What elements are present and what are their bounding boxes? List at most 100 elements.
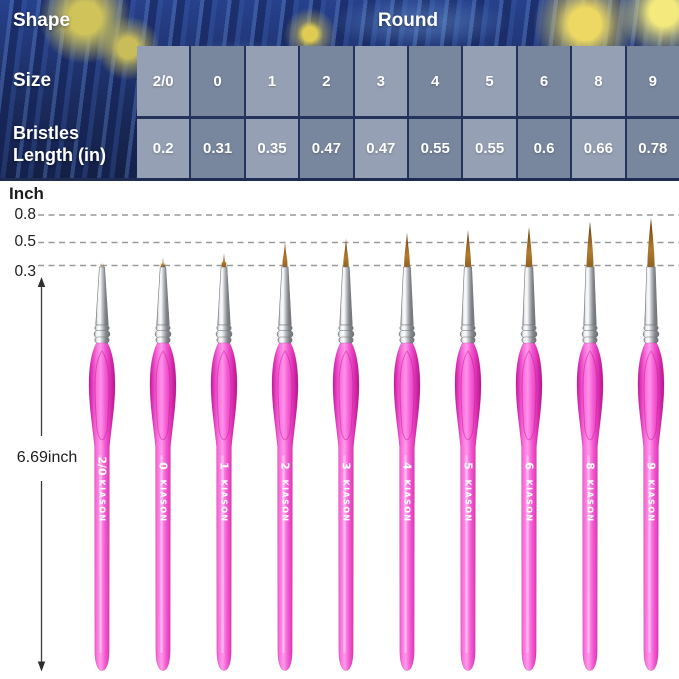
handle xyxy=(332,342,360,671)
ferrule xyxy=(461,266,475,326)
handle-highlight xyxy=(221,455,224,653)
handle-brand-label: KIASON xyxy=(647,479,656,522)
brush-3: 3 KIASON xyxy=(332,238,360,671)
ferrule xyxy=(217,266,231,326)
handle-highlight xyxy=(648,455,651,653)
handle xyxy=(88,342,116,671)
handle xyxy=(210,342,238,671)
length-measure-arrow xyxy=(37,277,46,672)
size-cell-5: 4 xyxy=(409,46,462,116)
bristle-tip xyxy=(586,221,594,267)
handle-highlight xyxy=(343,455,346,653)
ferrule-ring xyxy=(338,336,354,344)
brush-2: 2 KIASON xyxy=(271,242,299,671)
ferrule-ring xyxy=(155,336,171,344)
brush-6: 6 KIASON xyxy=(515,227,543,671)
bristle-tip xyxy=(647,218,655,267)
grip-outline xyxy=(521,350,537,441)
bristle-length-cell-8: 0.66 xyxy=(572,119,625,178)
ferrule-ring xyxy=(582,336,598,344)
ferrule-ring xyxy=(338,324,354,332)
handle-highlight xyxy=(99,455,102,653)
bristle-tip xyxy=(343,238,349,267)
ferrule-ring xyxy=(277,324,293,332)
grip-outline xyxy=(399,350,415,441)
grip-outline xyxy=(643,350,659,441)
ferrule-ring xyxy=(399,336,415,344)
size-cell-6: 5 xyxy=(463,46,516,116)
bristle-length-cell-3: 0.47 xyxy=(300,119,353,178)
handle xyxy=(393,342,421,671)
handle-brand-label: KIASON xyxy=(525,479,534,522)
ferrule-ring xyxy=(276,330,294,338)
bristle-length-cell-1: 0.31 xyxy=(191,119,244,178)
handle-size-label: 5 xyxy=(462,462,475,470)
ferrule-ring xyxy=(94,336,110,344)
brush-2/0: 2/0 KIASON xyxy=(88,262,116,671)
ferrule-ring xyxy=(337,330,355,338)
handle-brand-label: KIASON xyxy=(403,479,412,522)
ruler-tick-0.8: 0.8 xyxy=(14,205,36,223)
ferrule-ring xyxy=(459,330,477,338)
size-cell-0: 2/0 xyxy=(137,46,190,116)
ferrule-ring xyxy=(216,336,232,344)
ferrule-ring xyxy=(93,330,111,338)
bristle-tip xyxy=(464,230,472,267)
ferrule xyxy=(156,266,170,326)
spec-table-banner: Shape Round Size Bristles Length (in) 2/… xyxy=(0,0,679,181)
handle-highlight xyxy=(465,455,468,653)
ferrule-ring xyxy=(521,336,537,344)
ferrule-ring xyxy=(643,324,659,332)
handle-size-label: 3 xyxy=(340,462,353,470)
brush-8: 8 KIASON xyxy=(576,221,604,671)
handle-size-label: 8 xyxy=(584,462,597,470)
handle-highlight xyxy=(404,455,407,653)
brush-1: 1 KIASON xyxy=(210,253,238,671)
ferrule-ring xyxy=(581,330,599,338)
ferrule-ring xyxy=(582,324,598,332)
handle xyxy=(454,342,482,671)
grip-outline xyxy=(277,350,293,441)
handle-size-label: 1 xyxy=(218,462,231,470)
brush-4: 4 KIASON xyxy=(393,232,421,671)
ferrule-ring xyxy=(643,336,659,344)
handle-highlight xyxy=(160,455,163,653)
brush-0: 0 KIASON xyxy=(149,257,177,671)
ferrule-ring xyxy=(460,324,476,332)
shape-row-label: Shape xyxy=(13,10,71,31)
bristle-length-cell-6: 0.55 xyxy=(463,119,516,178)
ferrule-ring xyxy=(215,330,233,338)
ferrule-ring xyxy=(398,330,416,338)
size-cell-1: 0 xyxy=(191,46,244,116)
ferrule-ring xyxy=(642,330,660,338)
bristle-tip xyxy=(525,227,533,267)
grip-outline xyxy=(460,350,476,441)
handle-brand-label: KIASON xyxy=(281,479,290,522)
ferrule-ring xyxy=(216,324,232,332)
bristle-length-cell-0: 0.2 xyxy=(137,119,190,178)
brush-set: 2/0 KIASON 0 KIASON 1 KIASON 2 KIASON 3 KIASON 4 KI… xyxy=(88,218,665,671)
total-length-label: 6.69inch xyxy=(16,449,78,466)
handle-highlight xyxy=(526,455,529,653)
brush-5: 5 KIASON xyxy=(454,230,482,671)
handle-brand-label: KIASON xyxy=(220,479,229,522)
handle-size-label: 4 xyxy=(401,462,414,470)
bristle-tip xyxy=(282,242,288,267)
grip-outline xyxy=(155,350,171,441)
ruler-dashed-lines xyxy=(38,214,679,267)
brush-9: 9 KIASON xyxy=(637,218,665,671)
bristles-row-label-line2: Length (in) xyxy=(13,145,106,165)
bristle-tip xyxy=(404,232,410,267)
handle-size-label: 6 xyxy=(523,462,536,470)
ferrule-ring xyxy=(154,330,172,338)
handle xyxy=(576,342,604,671)
ferrule xyxy=(522,266,536,326)
ferrule-ring xyxy=(277,336,293,344)
ferrule xyxy=(400,266,414,326)
bristle-length-cell-4: 0.47 xyxy=(354,119,407,178)
bristle-tip xyxy=(221,253,227,267)
handle xyxy=(637,342,665,671)
grip-outline xyxy=(216,350,232,441)
handle-size-label: 9 xyxy=(645,462,658,470)
